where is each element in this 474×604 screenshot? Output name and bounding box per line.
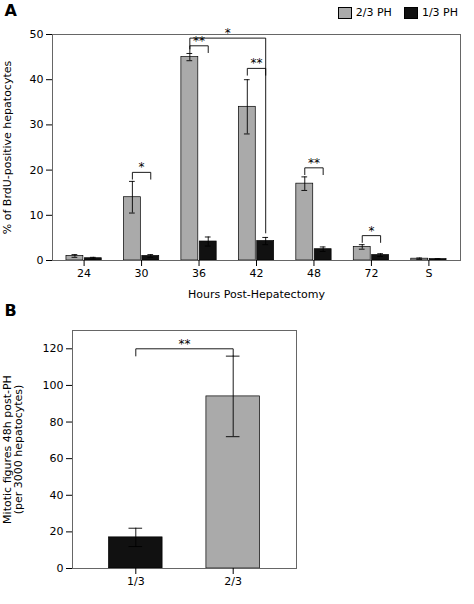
svg-text:*: * [368, 224, 374, 238]
svg-text:80: 80 [50, 416, 64, 429]
svg-text:**: ** [251, 56, 263, 70]
svg-text:B: B [5, 301, 17, 320]
svg-text:10: 10 [30, 209, 44, 222]
svg-text:Hours Post-Hepatectomy: Hours Post-Hepatectomy [188, 288, 325, 301]
svg-text:% of BrdU-positive hepatocytes: % of BrdU-positive hepatocytes [1, 61, 14, 235]
svg-text:Mitotic figures 48h post-PH(pe: Mitotic figures 48h post-PH(per 3000 hep… [1, 375, 25, 524]
svg-text:24: 24 [77, 267, 91, 280]
svg-text:100: 100 [43, 379, 64, 392]
svg-text:36: 36 [192, 267, 206, 280]
svg-text:S: S [425, 267, 432, 280]
svg-text:42: 42 [250, 267, 264, 280]
svg-text:40: 40 [50, 489, 64, 502]
html-text:2/3 PH: 2/3 PH [355, 6, 392, 19]
svg-text:60: 60 [50, 452, 64, 465]
svg-text:50: 50 [30, 28, 44, 41]
svg-text:40: 40 [30, 73, 44, 86]
svg-text:72: 72 [364, 267, 378, 280]
svg-text:2/3: 2/3 [224, 575, 242, 588]
svg-text:1/3: 1/3 [127, 575, 145, 588]
svg-text:*: * [225, 26, 231, 40]
svg-text:0: 0 [57, 562, 64, 575]
svg-text:0: 0 [37, 254, 44, 267]
svg-text:30: 30 [135, 267, 149, 280]
svg-text:*: * [139, 160, 145, 174]
svg-text:20: 20 [30, 164, 44, 177]
svg-text:**: ** [193, 34, 205, 48]
svg-text:120: 120 [43, 342, 64, 355]
svg-text:48: 48 [307, 267, 321, 280]
svg-text:A: A [5, 1, 18, 20]
html-text:1/3 PH: 1/3 PH [421, 6, 458, 19]
svg-text:**: ** [308, 156, 320, 170]
svg-text:20: 20 [50, 525, 64, 538]
svg-text:**: ** [179, 337, 191, 351]
svg-text:30: 30 [30, 118, 44, 131]
